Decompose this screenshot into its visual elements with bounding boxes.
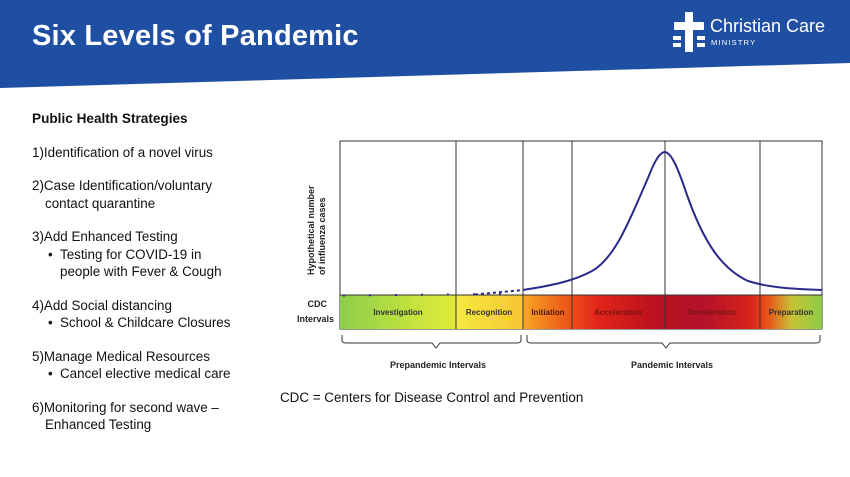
logo-subtitle: MINISTRY	[711, 38, 757, 47]
cdc-label-line-1: CDC	[308, 299, 328, 309]
y-axis-label: Hypothetical number of influenza cases	[306, 185, 327, 275]
interval-label-initiation: Initiation	[531, 308, 564, 317]
strategy-continuation: Enhanced Testing	[45, 417, 152, 432]
strategy-label: 1)Identification of a novel virus	[32, 144, 213, 160]
band-recognition	[456, 295, 523, 329]
band-pandemic	[523, 295, 822, 329]
strategy-item-4: 4)Add Social distancing School & Childca…	[32, 297, 272, 332]
logo-name: Christian Care	[710, 16, 826, 36]
interval-label-acceleration: Acceleration	[594, 308, 642, 317]
brace-pandemic	[526, 335, 821, 349]
interval-label-preparation: Preparation	[769, 308, 814, 317]
y-axis-label-line-1: Hypothetical number	[306, 185, 316, 275]
cdc-label-line-2: Intervals	[297, 314, 334, 324]
title-banner: Six Levels of Pandemic Christian Care MI…	[0, 0, 850, 88]
strategy-label: 5)Manage Medical Resources	[32, 348, 210, 364]
strategy-item-5: 5)Manage Medical Resources Cancel electi…	[32, 348, 272, 383]
strategy-label: 4)Add Social distancing	[32, 297, 172, 313]
cross-icon	[673, 12, 705, 52]
interval-label-recognition: Recognition	[466, 308, 512, 317]
strategies-panel: Public Health Strategies 1)Identificatio…	[32, 110, 272, 450]
strategy-item-1: 1)Identification of a novel virus	[32, 144, 272, 162]
strategy-item-3: 3)Add Enhanced Testing Testing for COVID…	[32, 228, 272, 281]
group-label-prepandemic: Prepandemic Intervals	[390, 360, 486, 370]
strategy-label: 2)Case Identification/voluntary	[32, 178, 213, 193]
strategies-heading: Public Health Strategies	[32, 111, 188, 126]
group-label-pandemic: Pandemic Intervals	[631, 360, 713, 370]
strategy-bullet: Cancel elective medical care	[32, 365, 272, 383]
strategy-bullet-continuation: people with Fever & Cough	[60, 264, 222, 279]
strategy-label: 6)Monitoring for second wave –	[32, 399, 219, 415]
chart-footnote: CDC = Centers for Disease Control and Pr…	[280, 390, 584, 405]
interval-label-deceleration: Deceleration	[688, 308, 736, 317]
strategy-bullet: School & Childcare Closures	[32, 314, 272, 332]
strategy-item-2: 2)Case Identification/voluntary contact …	[32, 177, 272, 212]
slide-title: Six Levels of Pandemic	[32, 20, 359, 52]
banner-shape	[0, 0, 850, 88]
cdc-intervals-label: CDC Intervals	[297, 299, 334, 324]
interval-label-investigation: Investigation	[373, 308, 422, 317]
strategy-continuation: contact quarantine	[45, 195, 156, 211]
strategy-label: 3)Add Enhanced Testing	[32, 229, 178, 244]
brace-prepandemic	[341, 335, 522, 349]
interval-dividers	[455, 141, 761, 329]
christian-care-logo: Christian Care MINISTRY	[672, 12, 842, 52]
strategy-item-6: 6)Monitoring for second wave – Enhanced …	[32, 399, 272, 434]
epidemic-curve-dotted	[342, 293, 506, 297]
y-axis-label-line-2: of influenza cases	[317, 197, 327, 275]
epidemic-curve	[522, 150, 823, 291]
strategy-bullet: Testing for COVID-19 in	[32, 246, 272, 264]
epidemic-curve-dashed	[474, 289, 524, 296]
